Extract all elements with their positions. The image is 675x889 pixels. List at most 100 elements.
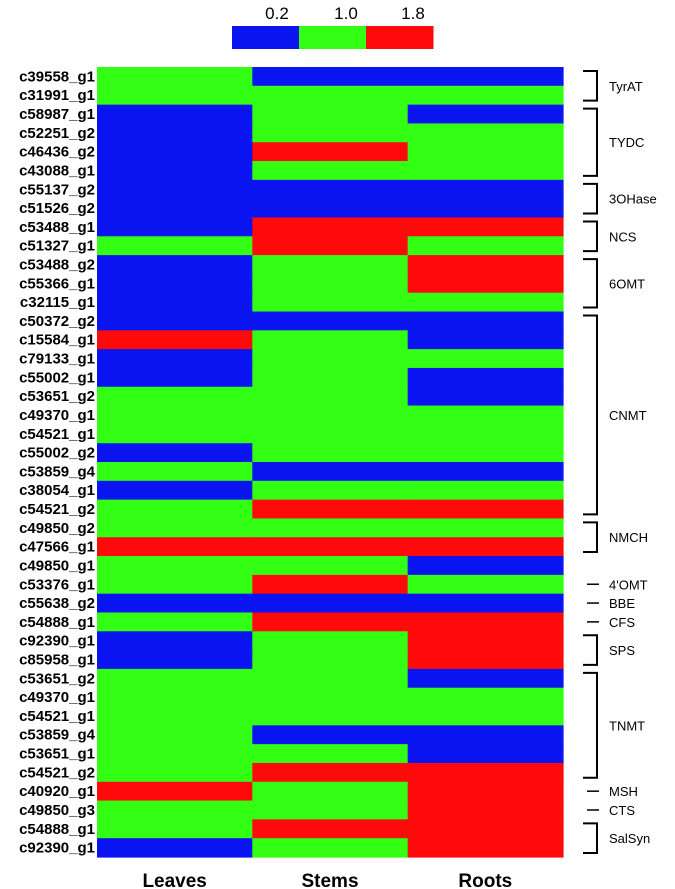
heatmap-cell [407,273,564,294]
row-label: c55002_g1 [19,369,95,386]
heatmap-cell [97,255,253,275]
heatmap-cell [252,480,409,501]
heatmap-cell [407,781,564,802]
heatmap-cell [407,668,564,689]
heatmap-cell [407,405,564,425]
row-label: c54521_g2 [19,764,95,781]
row-label: c47566_g1 [19,539,95,556]
heatmap-cell [97,781,253,802]
row-label: c55137_g2 [19,181,95,198]
heatmap-cell [97,668,253,689]
heatmap-cell [407,499,564,520]
heatmap-cell [97,838,253,858]
heatmap-cell [252,311,409,331]
heatmap-cell [252,217,409,237]
heatmap-cell [252,725,409,745]
row-label: c40920_g1 [19,783,95,800]
heatmap-cell [252,161,409,181]
heatmap-cell [252,668,409,689]
heatmap-cells [97,67,564,858]
heatmap-cell [407,255,564,275]
row-label: c54888_g1 [19,821,95,838]
group-label: NCS [609,229,637,244]
heatmap-cell [252,179,409,200]
row-label: c32115_g1 [20,294,95,311]
group-label: 3OHase [609,192,657,207]
heatmap-cell [252,593,409,614]
heatmap-cell [407,311,564,331]
heatmap-cell [252,537,409,557]
legend-tick-label: 0.2 [265,4,289,23]
heatmap-cell [252,838,409,858]
heatmap-cell [252,292,409,313]
group-label: BBE [609,596,635,611]
heatmap-cell [252,762,409,783]
legend-tick-label: 1.0 [334,4,358,23]
row-label: c53488_g2 [19,257,95,274]
row-label: c92390_g1 [19,840,95,857]
column-label: Leaves [142,871,206,889]
heatmap-cell [97,67,253,87]
heatmap-cell [97,556,253,576]
heatmap-cell [407,123,564,143]
group-label: TNMT [609,718,645,733]
group-label: SPS [609,643,635,658]
heatmap-cell [252,499,409,520]
row-label: c31991_g1 [19,87,95,104]
heatmap-cell [252,650,409,670]
heatmap-cell [97,161,253,181]
heatmap-cell [407,179,564,200]
heatmap-cell [252,255,409,275]
group-label: 4'OMT [609,577,648,592]
heatmap-cell [252,85,409,106]
heatmap-cell [407,631,564,651]
heatmap-cell [97,480,253,501]
column-label: Roots [458,871,512,889]
heatmap-cell [407,330,564,350]
heatmap-cell [407,650,564,670]
row-label: c92390_g1 [19,633,95,650]
heatmap-cell [97,424,253,444]
heatmap-cell [97,179,253,200]
group-bracket [583,521,598,554]
group-bracket [583,182,598,215]
row-labels: c39558_g1 c31991_g1 c58987_g1 c52251_g2 c464… [19,68,96,856]
heatmap-cell [407,386,564,407]
heatmap-cell [97,687,253,708]
group-label: MSH [609,784,638,799]
group-label: CFS [609,615,635,630]
group-bracket [583,671,598,779]
heatmap-cell [97,762,253,783]
group-bracket [583,107,598,177]
heatmap-cell [407,744,564,764]
heatmap-cell [407,574,564,595]
heatmap-cell [252,462,409,482]
heatmap-cell [252,349,409,369]
group-label: TyrAT [609,79,643,94]
heatmap-cell [97,537,253,557]
heatmap-cell [97,574,253,595]
row-label: c49850_g1 [19,557,95,574]
row-label: c55366_g1 [19,275,95,292]
heatmap-cell [407,443,564,463]
heatmap-cell [252,67,409,87]
heatmap-cell [252,800,409,820]
row-label: c53488_g1 [19,219,95,236]
column-labels: Leaves Stems Roots [142,871,512,889]
heatmap-cell [407,236,564,256]
heatmap-cell [407,462,564,482]
row-label: c79133_g1 [19,351,95,368]
heatmap-cell [252,744,409,764]
heatmap-cell [97,123,253,143]
row-label: c54521_g1 [19,426,95,443]
legend-swatch [299,26,367,49]
row-label: c15584_g1 [19,332,95,349]
row-label: c53376_g1 [19,576,95,593]
heatmap-cell [407,349,564,369]
heatmap-cell [97,819,253,839]
heatmap-cell [252,104,409,125]
row-label: c39558_g1 [19,68,95,85]
heatmap-cell [407,537,564,557]
heatmap-cell [97,85,253,106]
heatmap-cell [407,142,564,162]
